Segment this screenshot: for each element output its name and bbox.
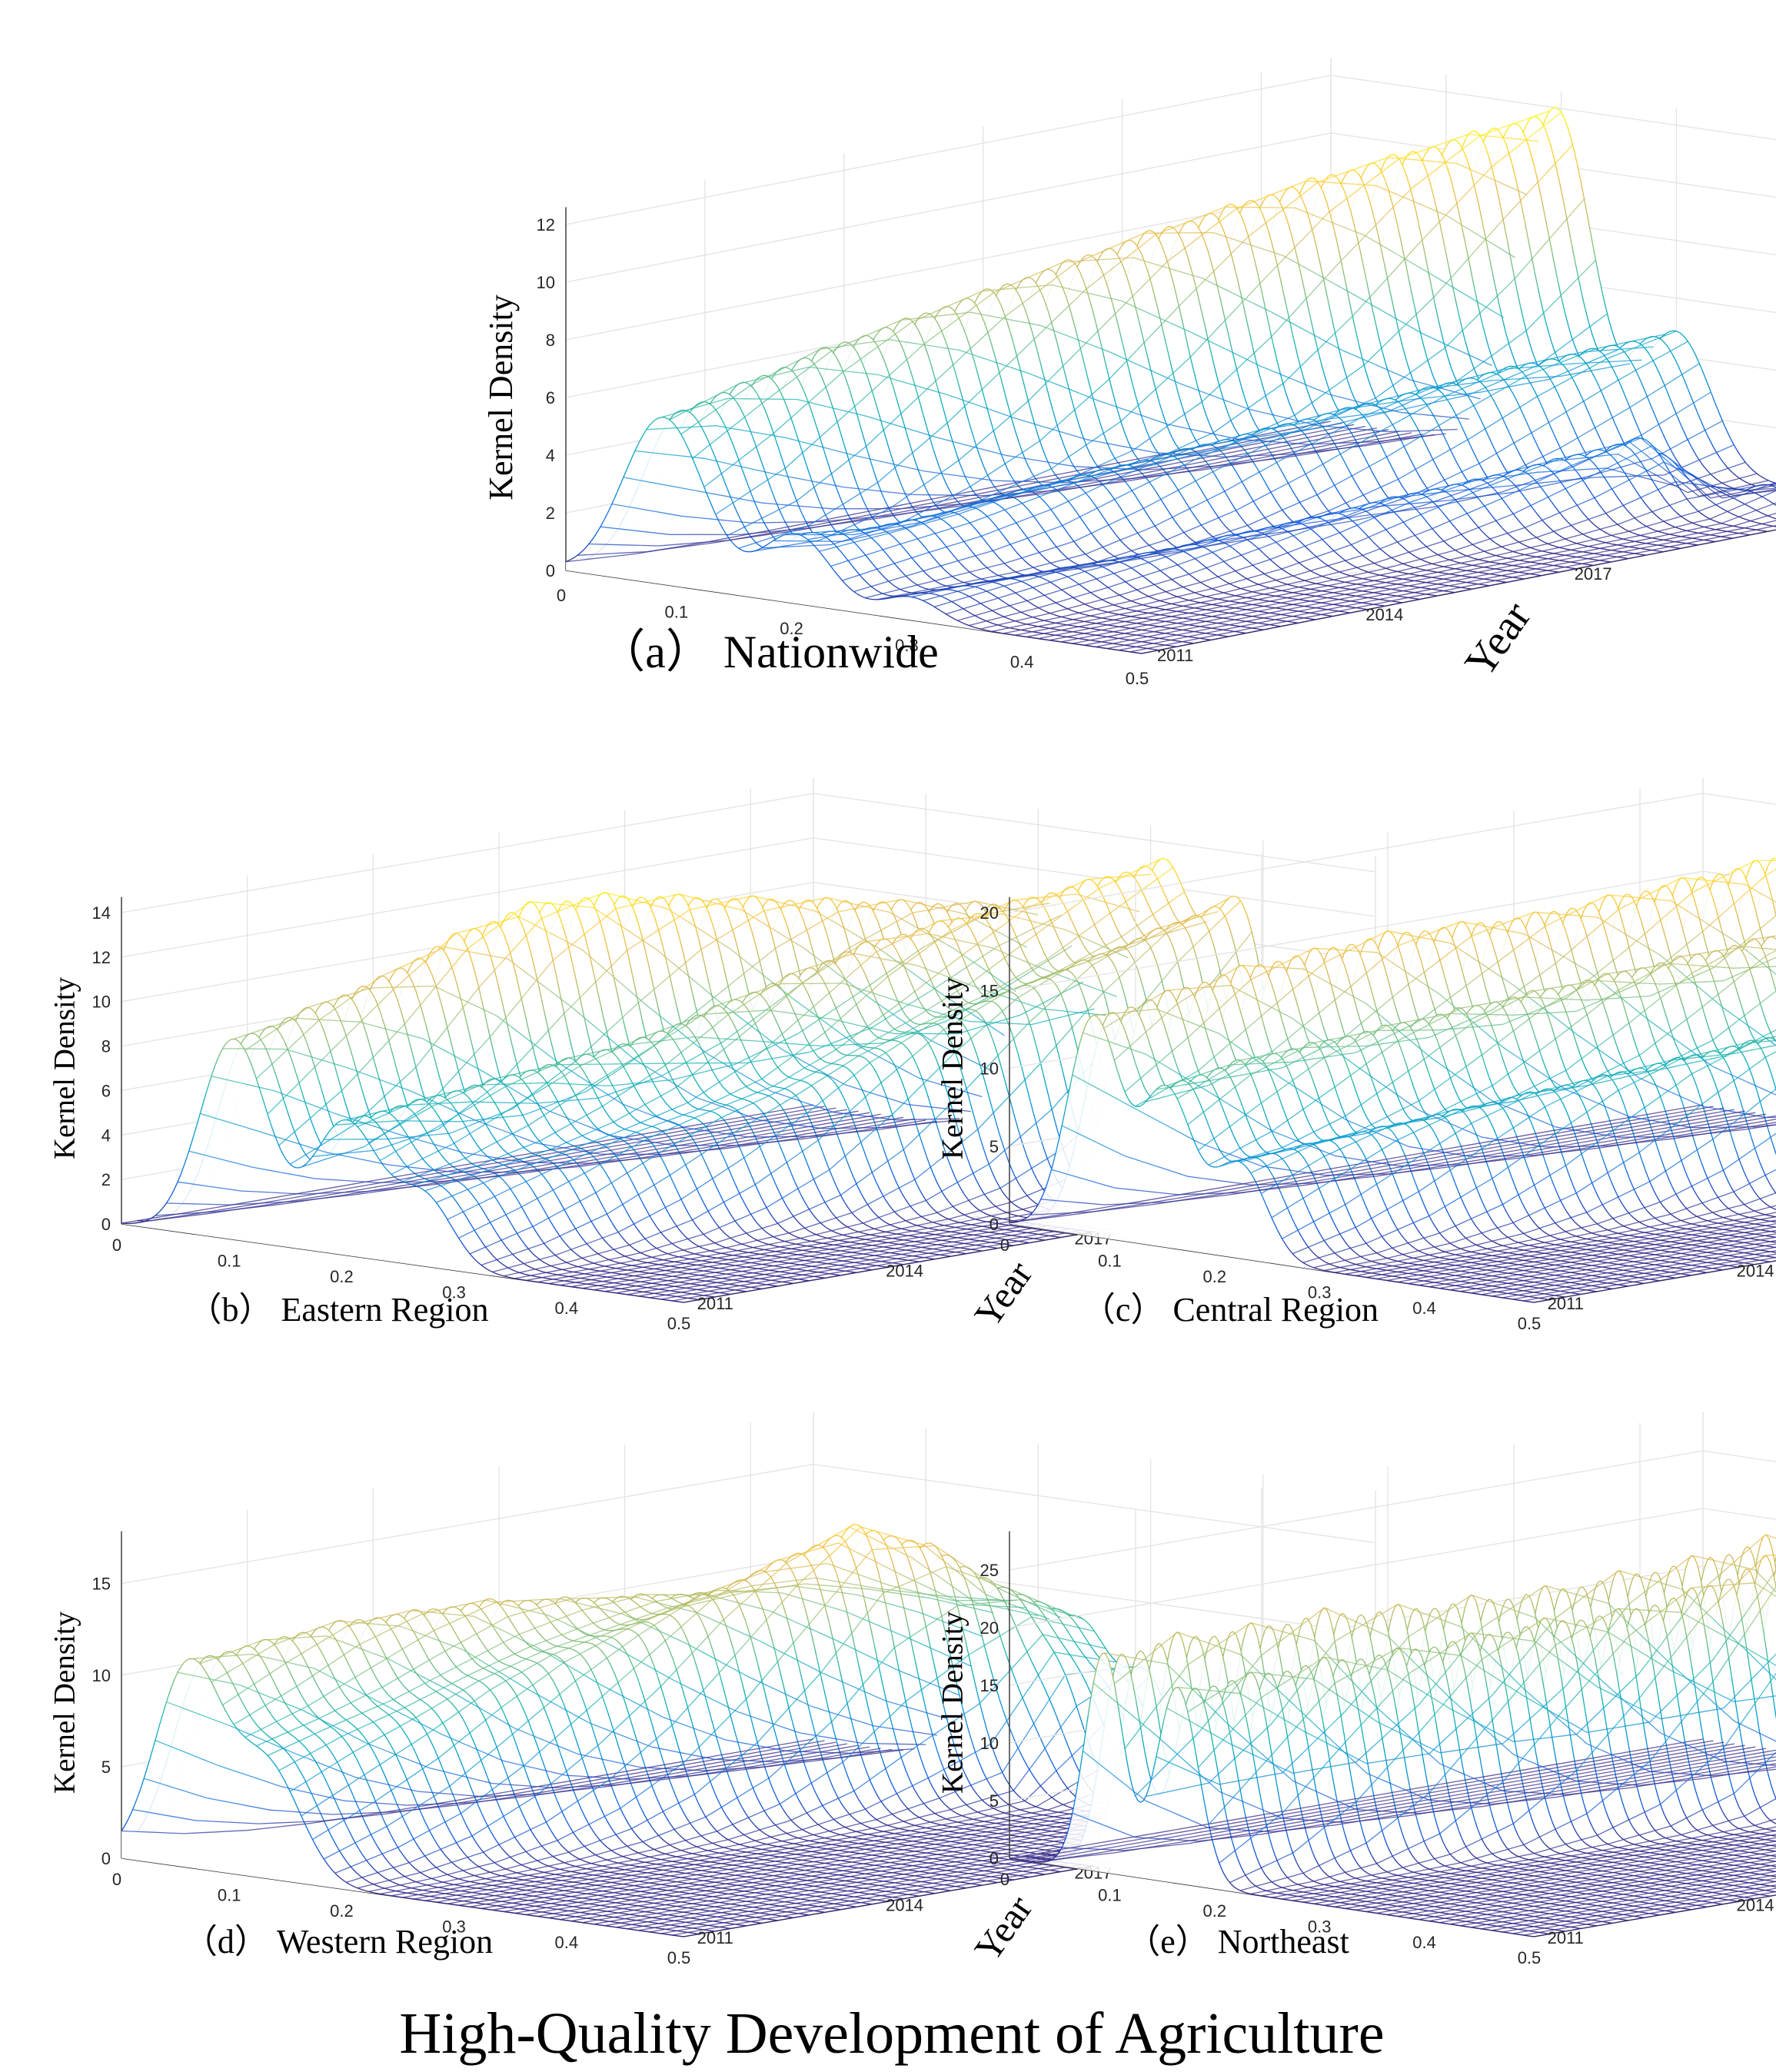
z-tick-label: 4 xyxy=(101,1126,111,1145)
z-tick-label: 0 xyxy=(989,1849,999,1868)
z-tick-label: 20 xyxy=(980,1618,999,1638)
z-tick-label: 0 xyxy=(546,561,555,580)
y-tick-label: 2011 xyxy=(1548,1294,1584,1313)
z-tick-label: 10 xyxy=(92,993,111,1012)
x-tick-label: 0.5 xyxy=(667,1314,691,1333)
panel-central-region: 00.10.20.30.40.5201120142017202020220510… xyxy=(936,777,1776,1333)
x-tick-label: 0.2 xyxy=(330,1267,354,1286)
z-tick-label: 0 xyxy=(101,1215,111,1234)
panel-northeast: 00.10.20.30.40.5201120142017202020220510… xyxy=(936,1412,1776,1967)
x-tick-label: 0.5 xyxy=(667,1948,691,1967)
mesh-columns xyxy=(565,110,1776,654)
z-axis-label: Kernel Density xyxy=(936,976,969,1159)
y-tick-label: 2014 xyxy=(1737,1262,1774,1281)
z-tick-label: 12 xyxy=(92,948,111,967)
z-tick-label: 6 xyxy=(101,1081,111,1100)
z-axis-label: Kernel Density xyxy=(48,1611,81,1794)
y-tick-label: 2011 xyxy=(697,1294,733,1313)
y-axis-label: Year xyxy=(966,1887,1040,1969)
x-tick-label: 0.4 xyxy=(555,1299,579,1318)
x-tick-label: 0.3 xyxy=(442,1282,466,1302)
y-tick-label: 2014 xyxy=(1365,605,1403,624)
panel-western-region: 00.10.20.30.40.5201120142017202020220510… xyxy=(48,1412,1427,1969)
x-tick-label: 0.3 xyxy=(442,1917,466,1936)
panel-caption: （e） Northeast xyxy=(1126,1923,1349,1961)
y-axis-label: Year xyxy=(1455,593,1540,685)
x-tick-label: 0.3 xyxy=(1308,1917,1332,1936)
x-tick-label: 0.4 xyxy=(1010,652,1034,671)
y-tick-label: 2017 xyxy=(1575,564,1612,584)
z-tick-label: 8 xyxy=(546,331,555,350)
x-tick-label: 0.2 xyxy=(1203,1267,1227,1286)
y-axis-label: Year xyxy=(966,1253,1040,1335)
z-tick-label: 2 xyxy=(101,1170,111,1189)
x-tick-label: 0.1 xyxy=(1098,1252,1122,1271)
x-tick-label: 0.5 xyxy=(1518,1948,1542,1967)
z-tick-label: 5 xyxy=(101,1758,111,1777)
z-tick-label: 5 xyxy=(989,1791,999,1811)
panel-caption: （d） Western Region xyxy=(184,1923,493,1961)
x-tick-label: 0.1 xyxy=(1098,1886,1122,1905)
x-tick-label: 0 xyxy=(1000,1870,1009,1889)
x-tick-label: 0.1 xyxy=(665,603,689,622)
y-tick-label: 2014 xyxy=(886,1262,923,1281)
panel-nationwide: 00.10.20.30.40.5201120142017202020220246… xyxy=(482,58,1776,688)
z-tick-label: 25 xyxy=(980,1561,999,1580)
x-tick-label: 0 xyxy=(557,586,566,605)
tick-labels: 00.10.20.30.40.5201120142017202020220246… xyxy=(537,215,1612,688)
z-tick-label: 8 xyxy=(101,1037,111,1056)
tick-labels: 00.10.20.30.40.5201120142017202020220510… xyxy=(980,903,1774,1333)
density-surface xyxy=(1009,1534,1776,1937)
z-tick-label: 5 xyxy=(989,1137,999,1156)
x-tick-label: 0.2 xyxy=(330,1901,354,1921)
x-tick-label: 0.3 xyxy=(895,636,919,655)
z-tick-label: 12 xyxy=(537,215,555,234)
z-tick-label: 6 xyxy=(546,388,555,407)
figure-title: High-Quality Development of Agriculture xyxy=(399,2001,1384,2066)
z-tick-label: 10 xyxy=(980,1734,999,1753)
z-tick-label: 0 xyxy=(989,1215,999,1234)
z-tick-label: 0 xyxy=(101,1849,111,1868)
panel-caption: （b） Eastern Region xyxy=(188,1291,488,1329)
z-tick-label: 15 xyxy=(980,1676,999,1695)
z-tick-label: 10 xyxy=(980,1059,999,1079)
x-tick-label: 0 xyxy=(112,1236,121,1255)
panel-caption: （a） Nationwide xyxy=(599,627,939,677)
z-tick-label: 20 xyxy=(980,903,999,923)
x-tick-label: 0.1 xyxy=(218,1886,241,1905)
z-tick-label: 2 xyxy=(546,504,555,523)
z-tick-label: 4 xyxy=(546,446,555,465)
y-tick-label: 2011 xyxy=(1548,1928,1584,1947)
density-surface xyxy=(121,1524,1376,1937)
x-tick-label: 0.5 xyxy=(1518,1314,1542,1333)
z-tick-label: 14 xyxy=(92,903,111,923)
mesh-columns xyxy=(1009,860,1776,1303)
x-tick-label: 0.4 xyxy=(1412,1933,1436,1952)
x-tick-label: 0.3 xyxy=(1308,1282,1332,1302)
z-axis-label: Kernel Density xyxy=(936,1611,969,1794)
panel-caption: （c） Central Region xyxy=(1082,1291,1379,1329)
z-tick-label: 10 xyxy=(537,273,555,292)
x-tick-label: 0.4 xyxy=(555,1933,579,1952)
y-tick-label: 2011 xyxy=(1157,646,1193,665)
mesh-columns xyxy=(1009,1534,1776,1937)
x-tick-label: 0.1 xyxy=(218,1252,241,1271)
x-tick-label: 0 xyxy=(112,1870,121,1889)
z-tick-label: 15 xyxy=(92,1575,111,1594)
z-tick-label: 10 xyxy=(92,1666,111,1685)
x-tick-label: 0.2 xyxy=(1203,1901,1227,1921)
y-tick-label: 2011 xyxy=(697,1928,733,1947)
tick-labels: 00.10.20.30.40.5201120142017202020220510… xyxy=(980,1561,1774,1967)
z-axis-label: Kernel Density xyxy=(482,294,520,501)
z-axis-label: Kernel Density xyxy=(48,976,81,1159)
x-tick-label: 0.4 xyxy=(1412,1299,1436,1318)
x-tick-label: 0.5 xyxy=(1126,669,1149,688)
y-tick-label: 2014 xyxy=(1737,1896,1774,1915)
x-tick-label: 0 xyxy=(1000,1236,1009,1255)
y-tick-label: 2014 xyxy=(886,1896,923,1915)
z-tick-label: 15 xyxy=(980,981,999,1000)
x-tick-label: 0.2 xyxy=(780,619,803,638)
